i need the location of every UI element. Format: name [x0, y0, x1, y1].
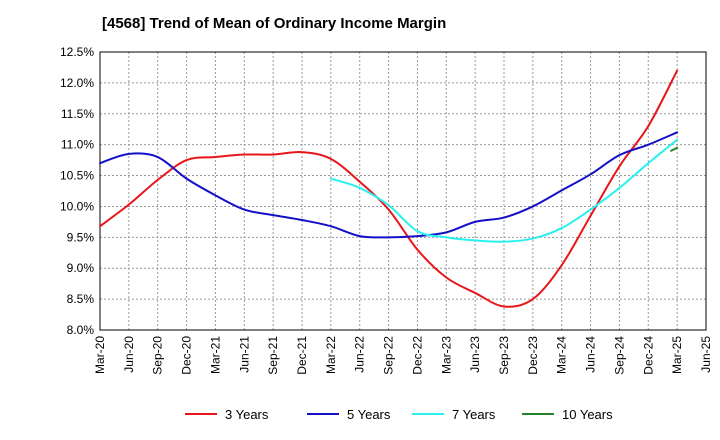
x-tick-label: Dec-20 — [180, 336, 194, 375]
x-tick-label: Jun-25 — [699, 336, 713, 373]
legend-label-7-years: 7 Years — [452, 407, 496, 422]
x-tick-label: Mar-20 — [93, 336, 107, 374]
x-axis: Mar-20 Jun-20 Sep-20 Dec-20 Mar-21 Jun-21 Sep-… — [93, 336, 713, 375]
x-tick-label: Dec-22 — [410, 336, 424, 375]
x-tick-label: Mar-23 — [439, 336, 453, 374]
series-line-7-years — [329, 138, 679, 243]
chart-title: [4568] Trend of Mean of Ordinary Income … — [102, 15, 447, 32]
legend-label-10-years: 10 Years — [562, 407, 613, 422]
legend-label-3-years: 3 Years — [225, 407, 269, 422]
plot-border — [99, 51, 707, 331]
x-tick-label: Sep-22 — [382, 336, 396, 375]
series-line-3-years — [99, 69, 679, 308]
x-tick-label: Sep-21 — [266, 336, 280, 375]
x-tick-label: Mar-24 — [555, 336, 569, 374]
x-tick-label: Mar-22 — [324, 336, 338, 374]
y-axis: 8.0% 8.5% 9.0% 9.5% 10.0% 10.5% 11.0% 11.5% 12.0… — [60, 45, 94, 337]
x-tick-label: Mar-21 — [208, 336, 222, 374]
y-tick-label: 12.5% — [60, 45, 94, 59]
series-line-10-years — [670, 146, 679, 152]
y-tick-label: 8.0% — [67, 323, 95, 337]
x-tick-label: Jun-21 — [237, 336, 251, 373]
y-tick-label: 11.0% — [61, 138, 94, 152]
x-tick-label: Dec-24 — [641, 336, 655, 375]
y-tick-label: 9.5% — [67, 230, 95, 244]
series-lines — [99, 69, 679, 308]
y-tick-label: 10.0% — [60, 199, 94, 213]
legend-label-5-years: 5 Years — [347, 407, 391, 422]
y-tick-label: 10.5% — [60, 169, 94, 183]
x-tick-label: Sep-20 — [151, 336, 165, 375]
x-tick-label: Dec-21 — [295, 336, 309, 375]
y-tick-label: 12.0% — [60, 76, 94, 90]
x-tick-label: Jun-20 — [122, 336, 136, 373]
x-tick-label: Jun-24 — [584, 336, 598, 373]
y-tick-label: 9.0% — [67, 261, 95, 275]
series-line-5-years — [99, 131, 679, 239]
x-tick-label: Jun-22 — [353, 336, 367, 373]
y-tick-label: 8.5% — [67, 292, 95, 306]
y-tick-label: 11.5% — [61, 107, 94, 121]
x-tick-label: Sep-23 — [497, 336, 511, 375]
x-tick-label: Dec-23 — [526, 336, 540, 375]
x-tick-label: Sep-24 — [612, 336, 626, 375]
legend: 3 Years 5 Years 7 Years 10 Years — [185, 407, 613, 422]
x-tick-label: Mar-25 — [670, 336, 684, 374]
x-tick-label: Jun-23 — [468, 336, 482, 373]
